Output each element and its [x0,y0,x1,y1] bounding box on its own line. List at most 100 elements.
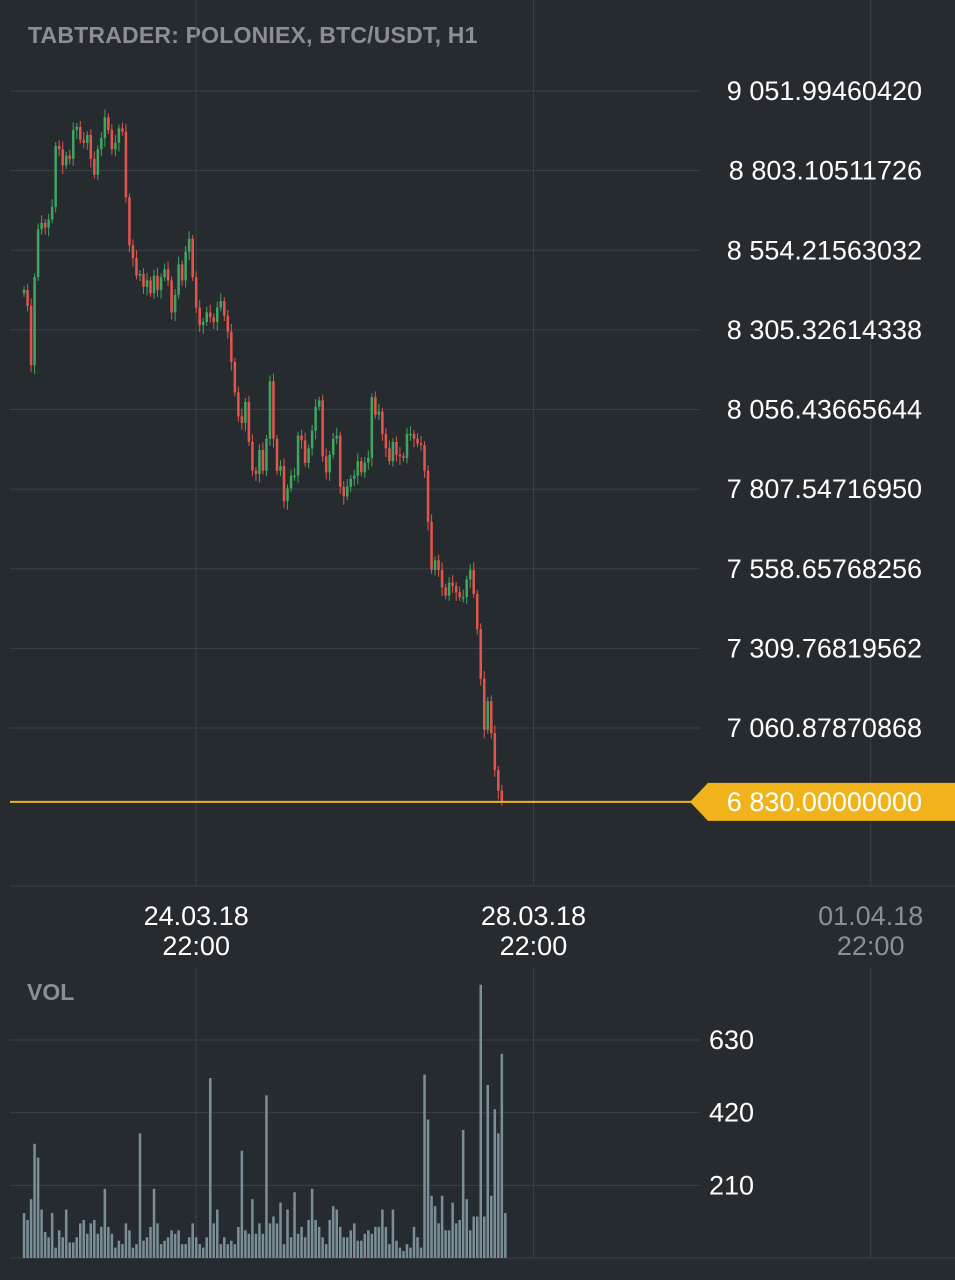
candle-body [398,454,402,457]
volume-bar [486,1084,490,1258]
candle-body [472,569,475,594]
candle-body [440,569,444,588]
candle-body [149,280,152,294]
candle-body [64,155,68,166]
time-tick-label: 22:00 [500,931,568,961]
candle-body [349,478,353,487]
volume-bar [324,1244,328,1258]
candle-body [230,331,233,362]
volume-bar [370,1233,374,1258]
volume-bar [240,1150,244,1258]
candle-body [201,321,205,326]
candle-body [173,294,177,313]
candle-body [335,435,338,439]
volume-bar [402,1251,405,1258]
time-tick-label: 22:00 [162,931,230,961]
volume-bar [279,1202,282,1258]
candle-body [212,317,216,322]
volume-bar [504,1213,507,1258]
candle-body [479,629,483,679]
candle-body [223,301,226,316]
candle-body [447,582,451,596]
volume-bar [258,1223,261,1258]
candle-body [114,142,117,150]
candle-body [353,475,356,479]
volume-bar [36,1157,40,1258]
candle-body [490,701,493,734]
candle-body [384,433,388,449]
volume-bar [437,1223,440,1258]
candle-body [381,411,384,434]
volume-bar [124,1223,128,1258]
candle-body [493,733,497,770]
volume-bar [381,1209,384,1258]
volume-bar [338,1226,342,1258]
candle-body [486,701,490,730]
volume-bar [166,1237,170,1258]
candle-body [419,443,423,446]
candle-body [444,587,447,596]
current-price-label: 6 830.00000000 [727,787,922,817]
candle-body [100,138,103,150]
candle-body [272,381,275,439]
candle-body [33,277,36,366]
candle-body [363,462,367,473]
volume-tick-label: 420 [709,1098,754,1128]
candle-body [170,280,173,313]
volume-bar [419,1247,423,1258]
candle-body [180,264,184,281]
candle-body [251,441,254,471]
volume-bar [405,1244,409,1258]
volume-bar [356,1240,360,1258]
candle-body [71,130,75,159]
candle-body [47,219,50,228]
candle-body [36,229,40,278]
volume-bar [216,1209,219,1258]
volume-bar [152,1188,156,1258]
volume-bar [89,1223,93,1258]
candle-body [265,438,268,471]
volume-bar [114,1247,117,1258]
volume-bar [159,1244,163,1258]
volume-bar [43,1232,47,1258]
volume-bar [82,1219,86,1258]
candle-body [233,361,237,393]
date-tick-label: 24.03.18 [144,901,249,931]
volume-bar [208,1078,212,1258]
volume-bar [184,1244,187,1258]
candle-body [89,134,93,159]
volume-bar [86,1233,89,1258]
candle-body [124,131,128,198]
candle-body [437,560,440,570]
candle-body [75,126,79,131]
candle-body [433,560,437,570]
volume-bar [33,1143,36,1258]
volume-bar [374,1226,377,1258]
candle-body [208,312,212,318]
candle-body [110,130,114,150]
volume-bar [177,1230,180,1258]
candle-body [117,128,121,143]
candle-body [286,488,289,502]
candle-body [321,400,324,457]
volume-bar [201,1247,205,1258]
candle-body [500,790,504,802]
candle-body [367,457,370,463]
volume-bar [93,1219,96,1258]
volume-bar [314,1219,317,1258]
candle-body [314,406,317,431]
volume-bar [247,1233,251,1258]
candle-body [163,269,166,278]
candle-body [475,593,479,630]
candle-body [237,392,240,417]
candle-body [142,273,145,287]
volume-bar [482,1216,486,1258]
candle-body [26,289,29,306]
volume-bar [475,1216,479,1258]
volume-bar [268,1223,272,1258]
candle-body [93,158,96,175]
volume-bar [377,1226,381,1258]
candle-body [40,222,43,230]
candle-body [402,456,405,458]
